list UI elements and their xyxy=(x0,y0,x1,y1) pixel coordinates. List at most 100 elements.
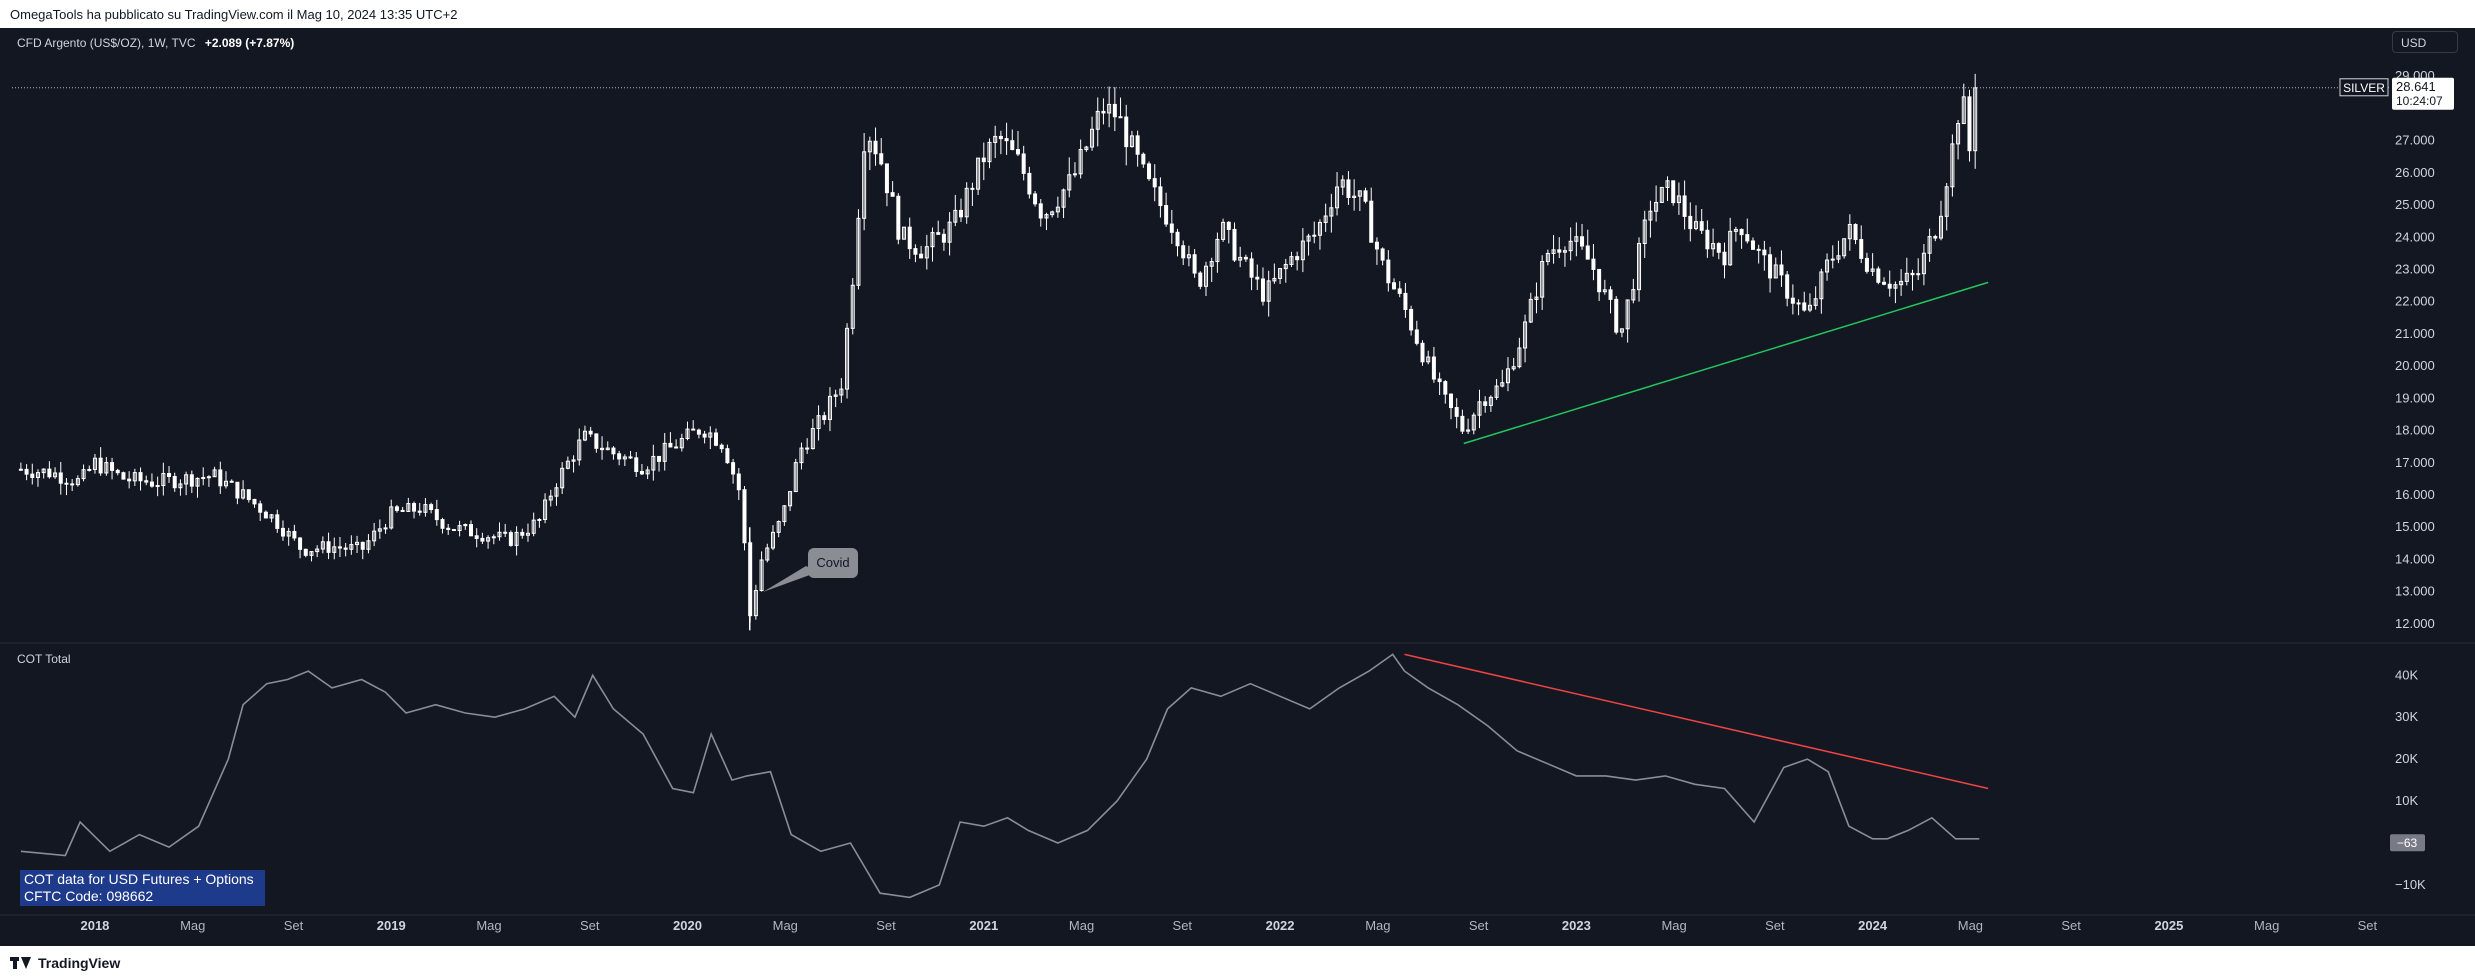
candle-body xyxy=(953,209,958,223)
candle-body xyxy=(1728,230,1733,266)
candle-body xyxy=(241,489,246,499)
tradingview-logo[interactable]: TradingView xyxy=(10,955,120,971)
candle-body xyxy=(753,590,758,617)
candle-body xyxy=(497,531,502,538)
time-axis-tick: 2020 xyxy=(673,918,702,933)
price-axis-tick: 21.000 xyxy=(2395,326,2435,341)
support-trendline[interactable] xyxy=(1463,281,1989,445)
resistance-trendline[interactable] xyxy=(1404,653,1989,790)
candle-body xyxy=(1414,329,1419,344)
candle-body xyxy=(1454,407,1459,417)
candle-body xyxy=(1693,221,1698,230)
candle-body xyxy=(121,472,126,480)
candle-body xyxy=(1682,195,1687,217)
candle-body xyxy=(1545,252,1550,263)
candle-body xyxy=(822,415,827,421)
covid-callout[interactable] xyxy=(808,548,858,578)
candle-body xyxy=(1859,239,1864,259)
chart-area[interactable] xyxy=(0,28,2475,946)
candle-body xyxy=(35,472,40,479)
cot-axis-tick: 10K xyxy=(2395,793,2418,808)
candle-body xyxy=(1916,273,1921,276)
currency-button[interactable]: USD xyxy=(2392,31,2458,53)
candle-body xyxy=(1004,138,1009,142)
candle-body xyxy=(406,503,411,512)
candle-body xyxy=(446,527,451,530)
candle-body xyxy=(429,504,434,511)
candle-body xyxy=(1562,250,1567,253)
candle-body xyxy=(1659,186,1664,203)
candle-body xyxy=(127,478,132,482)
candle-body xyxy=(1386,259,1391,284)
candle-body xyxy=(1164,205,1169,225)
candle-body xyxy=(47,468,52,478)
candle-body xyxy=(1015,148,1020,155)
candle-body xyxy=(309,551,314,556)
candle-body xyxy=(1853,223,1858,241)
candle-body xyxy=(206,476,211,479)
candle-body xyxy=(742,489,747,544)
time-axis-tick: Set xyxy=(1765,918,1785,933)
candle-body xyxy=(1500,382,1505,387)
candle-body xyxy=(212,469,217,478)
candle-body xyxy=(138,472,143,482)
time-axis-tick: 2023 xyxy=(1562,918,1591,933)
candle-body xyxy=(53,472,58,478)
candle-body xyxy=(1910,272,1915,276)
candle-body xyxy=(503,531,508,534)
candle-body xyxy=(366,540,371,550)
candle-body xyxy=(1819,271,1824,300)
candle-body xyxy=(1249,258,1254,278)
candle-body xyxy=(736,473,741,491)
candle-body xyxy=(1221,221,1226,240)
candle-body xyxy=(1175,231,1180,247)
candle-body xyxy=(1619,328,1624,333)
cot-value-label: −63 xyxy=(2397,836,2418,850)
candle-body xyxy=(1637,242,1642,291)
candle-body xyxy=(337,546,342,549)
brand-label: TradingView xyxy=(38,955,121,971)
candle-body xyxy=(793,462,798,493)
candle-body xyxy=(115,469,120,474)
price-axis-tick: 16.000 xyxy=(2395,487,2435,502)
candle-body xyxy=(1796,302,1801,305)
candle-body xyxy=(1511,366,1516,370)
candle-body xyxy=(896,195,901,240)
publish-header: OmegaTools ha pubblicato su TradingView.… xyxy=(0,0,2475,28)
price-axis-tick: 13.000 xyxy=(2395,584,2435,599)
candle-body xyxy=(674,446,679,449)
candle-body xyxy=(1580,236,1585,247)
candle-body xyxy=(867,140,872,153)
candle-body xyxy=(1147,163,1152,180)
candle-body xyxy=(1027,172,1032,195)
candle-body xyxy=(634,457,639,472)
candle-body xyxy=(691,428,696,431)
candle-body xyxy=(919,253,924,259)
candle-body xyxy=(1602,289,1607,293)
candle-body xyxy=(788,491,793,507)
price-axis-tick: 17.000 xyxy=(2395,455,2435,470)
candle-body xyxy=(571,459,576,462)
price-axis-tick: 20.000 xyxy=(2395,358,2435,373)
candle-body xyxy=(1631,289,1636,301)
candle-body xyxy=(981,157,986,163)
candle-body xyxy=(1443,381,1448,395)
candle-body xyxy=(799,447,804,464)
candle-body xyxy=(628,456,633,459)
candle-body xyxy=(1369,200,1374,243)
candle-body xyxy=(959,209,964,218)
candle-body xyxy=(924,246,929,259)
candle-body xyxy=(1340,179,1345,188)
candle-body xyxy=(1038,203,1043,219)
time-axis-tick: 2018 xyxy=(80,918,109,933)
candle-body xyxy=(1466,429,1471,432)
candle-body xyxy=(1078,148,1083,175)
candle-body xyxy=(907,226,912,250)
price-axis-tick: 26.000 xyxy=(2395,165,2435,180)
candle-body xyxy=(1557,249,1562,253)
candle-body xyxy=(1061,189,1066,208)
candle-body xyxy=(246,489,251,500)
price-axis-tick: 12.000 xyxy=(2395,616,2435,631)
candle-body xyxy=(1608,289,1613,300)
